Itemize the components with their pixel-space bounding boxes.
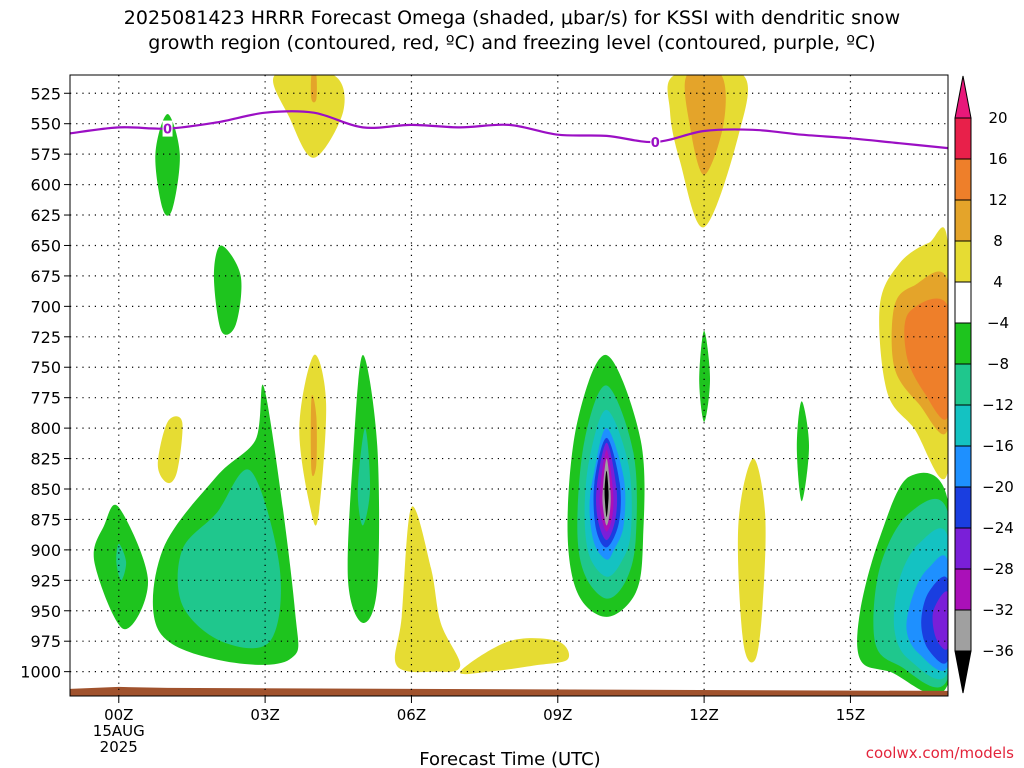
freezing-level-label: 0 (651, 136, 660, 151)
omega-region-sink-10z-9 (604, 470, 609, 518)
x-tick-label: 15Z (836, 706, 865, 724)
freezing-level-label: 0 (163, 123, 172, 138)
y-tick-label: 850 (30, 480, 61, 499)
x-tick-label: 12Z (689, 706, 718, 724)
omega-region-rise-12z-high-core (684, 75, 726, 175)
omega-region-sink-5z-core (357, 428, 371, 526)
chart-title: 2025081423 HRRR Forecast Omega (shaded, … (0, 6, 1024, 56)
omega-region-sink-1z-high (155, 114, 180, 216)
y-tick-label: 700 (30, 297, 61, 316)
y-tick-label: 575 (30, 145, 61, 164)
plot-frame (69, 74, 949, 697)
x-date-label: 15AUG (93, 722, 145, 740)
y-tick-label: 875 (30, 510, 61, 529)
y-tick-label: 900 (30, 541, 61, 560)
omega-region-rise-3z-high-core (310, 75, 317, 103)
omega-region-rise-6z-low (394, 506, 461, 673)
colorbar-tick-label: −8 (987, 355, 1009, 373)
colorbar-tick-label: 8 (993, 232, 1003, 250)
colorbar-bin (954, 322, 972, 365)
colorbar-bin (954, 445, 972, 488)
colorbar-top-arrow (954, 75, 972, 119)
freezing-level-line (69, 110, 949, 150)
grid-layer (70, 75, 948, 696)
freezing-label-bg (162, 120, 173, 137)
colorbar-bin (954, 158, 972, 201)
omega-region-sink-12z-mid (699, 330, 710, 422)
colorbar-bin (954, 281, 972, 324)
colorbar-bin (954, 609, 972, 652)
colorbar-tick-label: −20 (982, 478, 1014, 496)
x-tick-label: 00Z (104, 706, 133, 724)
chart-title-line2: growth region (contoured, red, ºC) and f… (148, 32, 876, 54)
x-tick-label: 09Z (543, 706, 572, 724)
freezing-label-bg (650, 133, 661, 150)
y-tick-label: 650 (30, 236, 61, 255)
colorbar-tick-label: −4 (987, 314, 1009, 332)
terrain-layer (70, 686, 948, 696)
omega-region-rise-1z-mid (157, 416, 183, 484)
colorbar-tick-label: −32 (982, 601, 1014, 619)
y-tick-label: 925 (30, 571, 61, 590)
y-tick-label: 600 (30, 176, 61, 195)
y-tick-label: 975 (30, 632, 61, 651)
y-tick-label: 1000 (20, 663, 61, 682)
y-tick-label: 675 (30, 267, 61, 286)
x-axis-title: Forecast Time (UTC) (419, 749, 600, 768)
colorbar-bin (954, 199, 972, 242)
colorbar-bottom-arrow (954, 650, 972, 694)
colorbar-bin (954, 240, 972, 283)
x-date-label: 2025 (100, 738, 138, 756)
omega-region-sink-16z-6 (932, 591, 948, 650)
omega-region-sink-2z (213, 245, 242, 335)
colorbar-tick-label: −16 (982, 437, 1014, 455)
omega-region-sink-14z (796, 401, 809, 502)
y-tick-label: 750 (30, 358, 61, 377)
y-tick-label: 525 (30, 84, 61, 103)
colorbar-tick-label: 20 (988, 109, 1007, 127)
y-tick-label: 825 (30, 450, 61, 469)
x-tick-label: 06Z (397, 706, 426, 724)
colorbar-bin (954, 404, 972, 447)
colorbar-bin (954, 117, 972, 160)
colorbar-bin (954, 568, 972, 611)
y-tick-label: 950 (30, 602, 61, 621)
terrain-fill (70, 686, 948, 696)
y-tick-label: 725 (30, 328, 61, 347)
omega-shading (93, 75, 948, 695)
omega-region-rise-3z-high (273, 75, 345, 158)
omega-region-sink-3z-low-core (177, 469, 281, 649)
colorbar-tick-label: 12 (988, 191, 1007, 209)
y-tick-label: 800 (30, 419, 61, 438)
omega-region-rise-4z-mid-core (310, 394, 317, 477)
y-tick-label: 550 (30, 115, 61, 134)
colorbar-tick-label: 16 (988, 150, 1007, 168)
y-tick-label: 625 (30, 206, 61, 225)
colorbar-bin (954, 363, 972, 406)
chart-title-line1: 2025081423 HRRR Forecast Omega (shaded, … (123, 7, 901, 29)
freezing-level-layer: 00 (69, 110, 949, 151)
y-tick-label: 775 (30, 389, 61, 408)
omega-region-rise-8z-low (459, 638, 570, 675)
colorbar-tick-label: −24 (982, 519, 1014, 537)
omega-region-rise-13z (737, 458, 766, 663)
colorbar: 20 16 12 8 4 −4 −8 −12 −16 −20 −24 −28 −32 −36 (954, 75, 1014, 694)
omega-region-rise-16z-mid-3 (904, 298, 948, 420)
credit-text: coolwx.com/models (865, 744, 1014, 762)
colorbar-tick-label: −28 (982, 560, 1014, 578)
x-tick-label: 03Z (250, 706, 279, 724)
colorbar-bin (954, 527, 972, 570)
colorbar-bin (954, 486, 972, 529)
y-axis: 525 550 575 600 625 650 675 700 725 750 775 800 825 8… (20, 84, 70, 682)
colorbar-tick-label: −12 (982, 396, 1014, 414)
colorbar-tick-label: −36 (982, 642, 1014, 660)
colorbar-tick-label: 4 (993, 273, 1003, 291)
